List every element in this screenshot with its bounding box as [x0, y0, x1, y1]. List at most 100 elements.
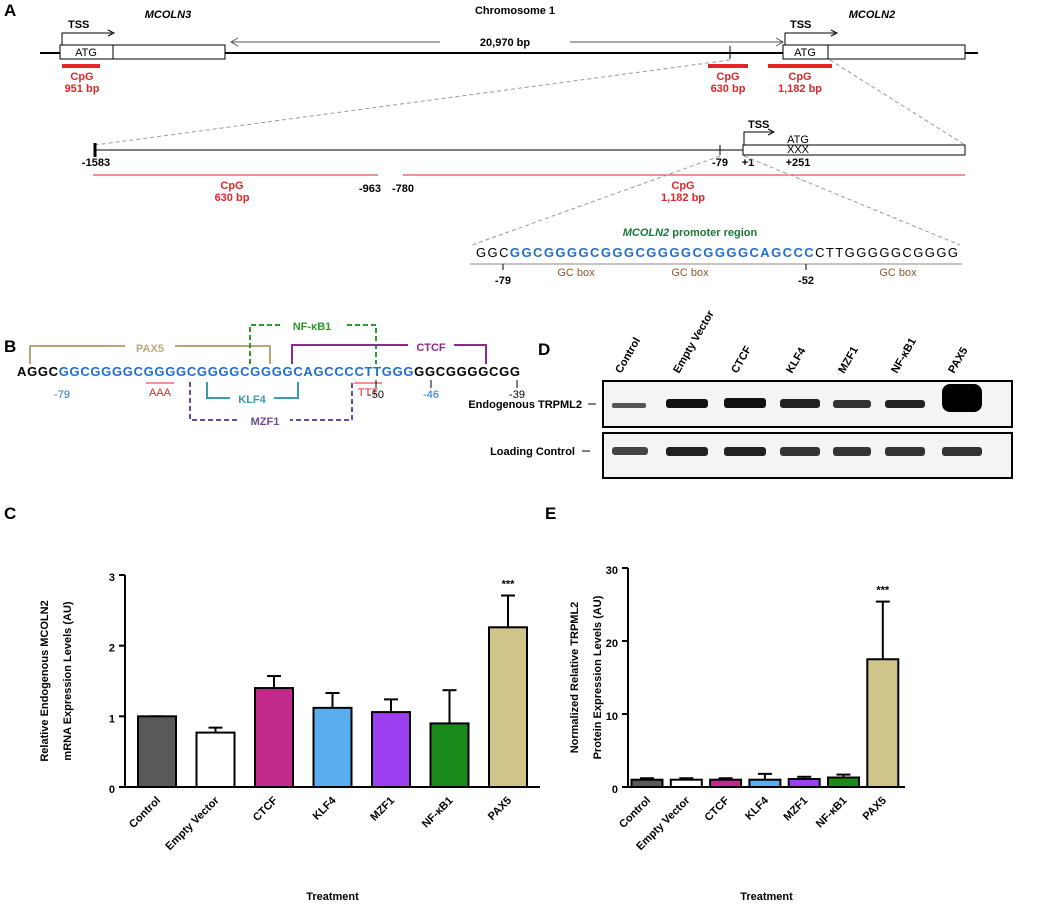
band: [612, 447, 648, 455]
cpg-size: 630 bp: [215, 192, 250, 204]
bar: [866, 658, 900, 788]
band: [885, 447, 925, 456]
label-bg: [230, 391, 274, 405]
promoter-title-text: promoter region: [672, 227, 757, 239]
x-tick-label: KLF4: [743, 794, 772, 823]
bar: [312, 706, 353, 788]
tss-label: TSS: [68, 19, 89, 31]
position-label: +251: [786, 157, 811, 169]
y-tick-label: 10: [606, 711, 618, 723]
position-label: -79: [54, 389, 70, 401]
arrow-head: [767, 128, 776, 136]
tss-arrow: [61, 32, 112, 45]
position-label: -46: [423, 389, 439, 401]
gene-label: MCOLN3: [145, 9, 191, 21]
tss-label: TSS: [790, 19, 811, 31]
binding-bracket: [291, 344, 487, 364]
atg-label: ATG: [75, 47, 97, 59]
chromosome-label: Chromosome 1: [475, 5, 555, 17]
bar: [195, 731, 236, 789]
y-axis-label: Normalized Relative TRPML2: [569, 602, 581, 754]
position-label: -79: [495, 275, 511, 287]
position-label: -1583: [82, 157, 110, 169]
bar: [254, 687, 294, 788]
sequence-part: GGCGGGGCGGGCGGGGCGGGGCAGCCC: [510, 245, 814, 260]
position-label: -780: [392, 183, 414, 195]
band: [666, 399, 708, 408]
significance: ***: [876, 585, 890, 597]
panel-label: C: [4, 504, 16, 523]
label-bg: [280, 318, 344, 332]
arrow-head: [229, 37, 785, 47]
promoter-title: MCOLN2 promoter region: [623, 227, 758, 239]
bar: [827, 776, 860, 789]
panel-label: E: [545, 504, 556, 523]
y-axis-label: Protein Expression Levels (AU): [592, 595, 604, 759]
panel-a: A Chromosome 1 MCOLN3 MCOLN2 ATG TSS 20,…: [4, 1, 978, 287]
band: [942, 447, 982, 456]
cpg-size: 951 bp: [65, 83, 100, 95]
tf-sequence: AGGCGGCGGGGCGGGGCGGGGCGGGGCAGCCCCTTGGGGG…: [17, 364, 520, 379]
position-label: -79: [712, 157, 728, 169]
sequence-part: GGCGGGGCGG: [414, 364, 520, 379]
bar: [137, 715, 177, 788]
lane-label: NF-κB1: [889, 336, 919, 375]
mutation-label: TTT: [358, 387, 378, 399]
tss-arrow: [743, 131, 772, 145]
atg-label: ATG: [787, 134, 809, 146]
cpg-label: CpG: [671, 180, 694, 192]
x-tick-label: KLF4: [311, 794, 340, 823]
row-label: Loading Control: [490, 446, 575, 458]
arrow-head: [107, 29, 116, 37]
gc-box-label: GC box: [879, 267, 917, 279]
sequence-part: GGC: [476, 245, 508, 260]
atg-label: ATG: [794, 47, 816, 59]
lane-label: PAX5: [946, 345, 970, 375]
factor-label: PAX5: [136, 343, 164, 355]
x-tick-label: NF-κB1: [420, 795, 456, 831]
y-tick-label: 0: [612, 784, 618, 796]
x-tick-label: Empty Vector: [163, 794, 222, 853]
cpg-size: 1,182 bp: [778, 83, 822, 95]
bar: [488, 626, 528, 788]
band: [780, 447, 820, 456]
sequence-part: CTTGGGGGCGGGG: [815, 245, 958, 260]
promoter-sequence: GGCGGCGGGGCGGGCGGGGCGGGGCAGCCCCTTGGGGGCG…: [476, 245, 958, 260]
band: [612, 403, 646, 408]
panel-d: D Endogenous TRPML2 Loading Control Cont…: [468, 308, 1013, 479]
x-tick-label: MZF1: [782, 795, 811, 824]
cpg-label: CpG: [220, 180, 243, 192]
band: [942, 384, 982, 412]
band: [724, 447, 766, 456]
bar: [669, 778, 703, 789]
x-tick-label: CTCF: [702, 794, 731, 823]
cpg-label: CpG: [788, 71, 811, 83]
factor-label: CTCF: [416, 342, 446, 354]
gc-box-label: GC box: [671, 267, 709, 279]
band: [780, 399, 820, 408]
y-tick-label: 20: [606, 638, 618, 650]
bar: [748, 778, 782, 789]
lane-label: KLF4: [784, 345, 809, 376]
x-axis-label: Treatment: [740, 891, 793, 903]
factor-label: MZF1: [251, 416, 280, 428]
y-tick-label: 2: [109, 643, 115, 655]
panel-b: B AGGCGGCGGGGCGGGGCGGGGCGGGGCAGCCCCTTGGG…: [4, 318, 525, 428]
tss-label: TSS: [748, 119, 769, 131]
bar: [787, 777, 821, 788]
binding-bracket: [189, 382, 353, 421]
band: [833, 400, 871, 408]
lane-label: Empty Vector: [671, 308, 717, 376]
position-label: -50: [368, 389, 384, 401]
factor-label: NF-κB1: [293, 321, 332, 333]
x-tick-label: NF-κB1: [814, 795, 850, 831]
zoom-line: [471, 155, 961, 246]
panel-label: A: [4, 1, 16, 20]
band: [885, 400, 925, 408]
label-bg: [240, 413, 290, 427]
panel-label: D: [538, 340, 550, 359]
gene-box: [59, 44, 226, 60]
lane-label: MZF1: [836, 345, 861, 376]
